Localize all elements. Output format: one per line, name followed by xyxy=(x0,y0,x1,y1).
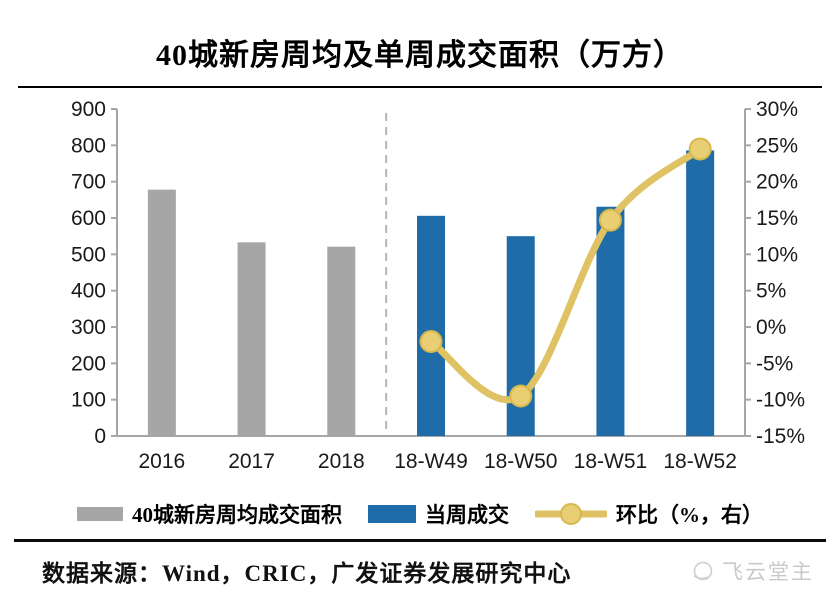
right-axis-tick-label: 30% xyxy=(756,98,798,121)
left-axis-tick-label: 200 xyxy=(71,352,106,375)
blue-bar-swatch-icon xyxy=(368,505,416,523)
left-axis-tick-label: 700 xyxy=(71,171,106,194)
x-axis-category-label: 18-W49 xyxy=(394,450,468,473)
right-axis-tick-label: 15% xyxy=(756,207,798,230)
legend-label: 环比（%，右） xyxy=(616,503,763,527)
left-axis-tick-label: 300 xyxy=(71,316,106,339)
legend-label: 当周成交 xyxy=(425,503,509,527)
right-axis-tick-label: 0% xyxy=(756,316,786,339)
line-marker xyxy=(688,137,712,161)
bar xyxy=(686,150,715,437)
legend-item-wow-change: 环比（%，右） xyxy=(535,499,763,529)
line-marker xyxy=(509,384,533,408)
right-axis-tick-label: 20% xyxy=(756,171,798,194)
right-axis-tick-label: 5% xyxy=(756,280,786,303)
left-axis-tick-label: 0 xyxy=(94,425,106,448)
title-divider xyxy=(18,86,822,88)
bar xyxy=(596,206,625,436)
legend-label: 40城新房周均成交面积 xyxy=(132,503,342,527)
footer-divider xyxy=(14,539,826,542)
line-marker xyxy=(598,208,622,232)
legend-item-weekly-average: 40城新房周均成交面积 xyxy=(77,499,342,529)
chart-area: 900 800 700 600 500 400 300 200 100 0 30% 25% 20% 15%… xyxy=(0,90,840,497)
x-axis-category-label: 2018 xyxy=(318,450,365,473)
x-axis-category-label: 18-W52 xyxy=(663,450,737,473)
x-axis-category-label: 18-W51 xyxy=(574,450,648,473)
bar xyxy=(327,246,356,436)
left-axis-tick-label: 500 xyxy=(71,243,106,266)
chart-legend: 40城新房周均成交面积 当周成交 环比（%，右） xyxy=(0,499,840,529)
right-axis-tick-label: -5% xyxy=(756,352,793,375)
bar xyxy=(147,189,176,436)
right-axis-tick-label: -10% xyxy=(756,389,805,412)
watermark-logo-icon xyxy=(693,561,713,581)
footer: 数据来源：Wind，CRIC，广发证券发展研究中心 飞云堂主 xyxy=(0,542,840,588)
left-axis-tick-label: 800 xyxy=(71,134,106,157)
data-source-text: 数据来源：Wind，CRIC，广发证券发展研究中心 xyxy=(42,561,572,586)
x-axis-category-label: 2017 xyxy=(228,450,275,473)
chart-title: 40城新房周均及单周成交面积（万方） xyxy=(156,39,684,72)
right-axis-tick-label: 10% xyxy=(756,243,798,266)
bar xyxy=(237,242,266,436)
bar xyxy=(417,215,445,436)
watermark: 飞云堂主 xyxy=(690,556,814,586)
gray-bar-swatch-icon xyxy=(77,507,123,521)
line-marker-swatch-icon xyxy=(535,503,607,525)
left-axis-tick-label: 900 xyxy=(71,98,106,121)
x-axis-category-label: 18-W50 xyxy=(484,450,558,473)
left-axis-tick-label: 600 xyxy=(71,207,106,230)
line-series xyxy=(427,145,704,404)
right-axis-tick-label: 25% xyxy=(756,134,798,157)
x-axis-category-label: 2016 xyxy=(138,450,185,473)
left-axis-tick-label: 400 xyxy=(71,280,106,303)
line-marker xyxy=(419,330,443,354)
left-axis-tick-label: 100 xyxy=(71,389,106,412)
combo-chart: 900 800 700 600 500 400 300 200 100 0 30% 25% 20% 15%… xyxy=(71,98,805,473)
right-axis-tick-label: -15% xyxy=(756,425,805,448)
legend-item-current-week: 当周成交 xyxy=(368,499,509,529)
watermark-text: 飞云堂主 xyxy=(722,560,814,584)
